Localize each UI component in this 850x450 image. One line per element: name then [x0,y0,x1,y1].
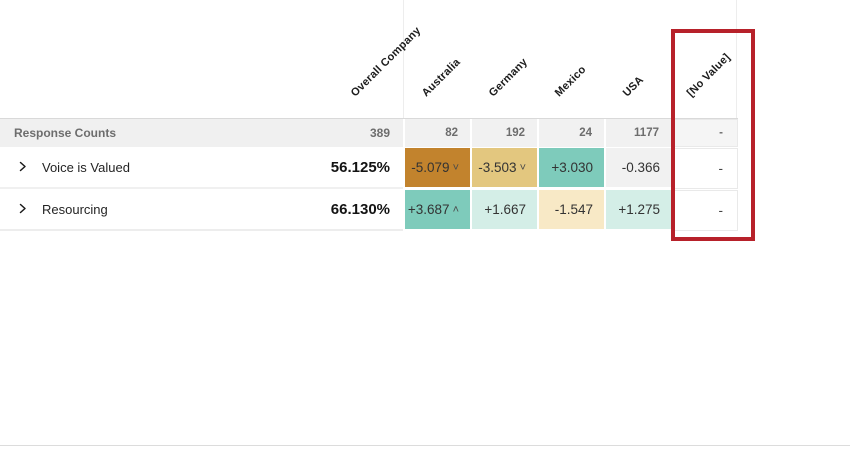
cell-value: -0.366 [621,160,660,175]
row-label: Resourcing [42,202,108,217]
column-header-no-value: [No Value] [684,51,733,100]
column-header-mexico: Mexico [552,63,589,100]
cell-value: +3.687 [407,202,450,217]
count-cell-usa: 1177 [606,119,671,147]
column-header-overall-company: Overall Company [348,24,424,100]
header-divider-left [403,0,404,118]
row-label-cell-voice-is-valued[interactable]: Voice is Valued 56.125% [0,148,403,189]
page-divider [0,445,850,446]
response-counts-overall: 389 [369,126,390,140]
count-cell-no-value: - [673,119,738,147]
cell-value: +1.667 [484,202,526,217]
expand-row-button[interactable] [17,202,28,217]
caret-up-icon: ˄ [452,203,459,216]
heat-cell-voice-mexico: +3.030 [539,148,604,187]
count-cell-mexico: 24 [539,119,604,147]
cell-value: -5.079 [411,160,450,175]
header-divider-right [736,0,737,118]
row-overall-score: 56.125% [330,159,390,176]
table-row: Resourcing 66.130% +3.687 ˄ +1.667 -1.54… [0,190,738,231]
row-overall-score: 66.130% [330,201,390,218]
row-label: Voice is Valued [42,160,130,175]
heat-cell-voice-germany: -3.503 ˅ [472,148,537,187]
heat-cell-resourcing-germany: +1.667 [472,190,537,229]
count-cell-australia: 82 [405,119,470,147]
heat-cell-voice-usa: -0.366 [606,148,671,187]
expand-row-button[interactable] [17,160,28,175]
chevron-right-icon [17,202,28,217]
cell-value: +3.030 [551,160,593,175]
heat-cell-voice-no-value: - [673,148,738,189]
heat-cell-resourcing-no-value: - [673,190,738,231]
column-header-australia: Australia [419,56,463,100]
table-row: Voice is Valued 56.125% -5.079 ˅ -3.503 … [0,148,738,189]
column-header-germany: Germany [486,56,531,100]
cell-value: - [718,161,724,176]
response-counts-row: Response Counts 389 82 192 24 1177 - [0,119,738,147]
caret-down-icon: ˅ [452,161,459,174]
cell-value: -3.503 [478,160,517,175]
count-cell-germany: 192 [472,119,537,147]
cell-value: -1.547 [554,202,593,217]
cell-value: - [718,203,724,218]
chevron-right-icon [17,160,28,175]
response-counts-label: Response Counts [14,126,117,140]
heat-cell-resourcing-mexico: -1.547 [539,190,604,229]
heat-cell-resourcing-australia: +3.687 ˄ [405,190,470,229]
column-header-usa: USA [620,73,647,100]
caret-down-icon: ˅ [519,161,526,174]
heat-cell-resourcing-usa: +1.275 [606,190,671,229]
table-top-border [0,118,738,119]
heat-cell-voice-australia: -5.079 ˅ [405,148,470,187]
cell-value: +1.275 [618,202,660,217]
response-counts-label-cell: Response Counts 389 [0,119,403,147]
row-label-cell-resourcing[interactable]: Resourcing 66.130% [0,190,403,231]
